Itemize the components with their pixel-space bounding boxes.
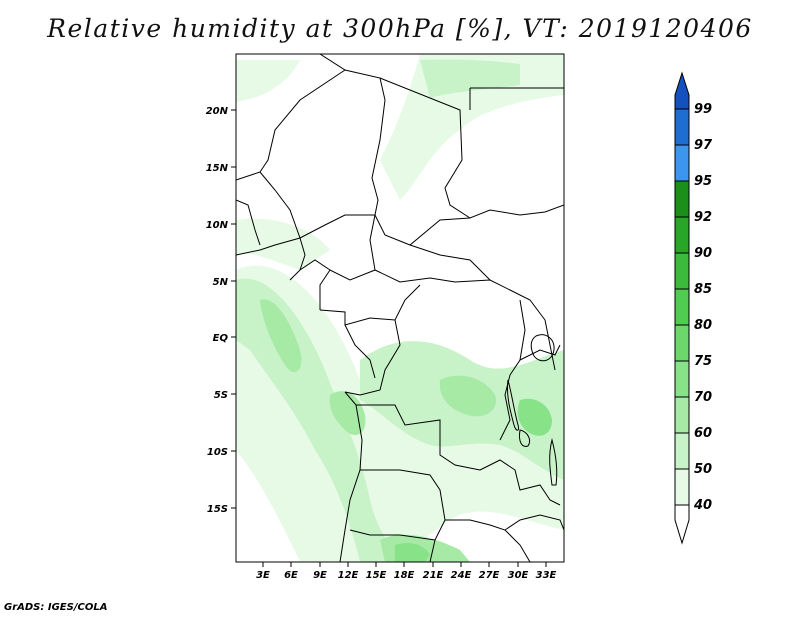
svg-text:EQ: EQ bbox=[213, 333, 229, 344]
colorbar-label: 97 bbox=[694, 138, 713, 153]
colorbar-label: 90 bbox=[694, 246, 712, 261]
lon-tick: 30E bbox=[508, 562, 529, 581]
humidity-field bbox=[236, 54, 564, 562]
colorbar-segment bbox=[674, 108, 690, 146]
colorbar-label: 75 bbox=[694, 354, 712, 369]
lat-axis: 20N 15N 10N 5N EQ 5S 10S 15S bbox=[206, 106, 236, 515]
colorbar-label: 70 bbox=[694, 390, 712, 405]
lat-tick: 5N bbox=[213, 277, 236, 288]
colorbar-label: 40 bbox=[693, 498, 712, 513]
colorbar-segment bbox=[674, 252, 690, 290]
lon-tick: 6E bbox=[284, 562, 298, 581]
svg-text:12E: 12E bbox=[338, 570, 359, 581]
svg-text:30E: 30E bbox=[508, 570, 529, 581]
lon-tick: 9E bbox=[313, 562, 327, 581]
colorbar-segment bbox=[674, 360, 690, 398]
lon-tick: 12E bbox=[338, 562, 359, 581]
map-frame bbox=[235, 53, 565, 563]
svg-text:33E: 33E bbox=[536, 570, 557, 581]
svg-text:15S: 15S bbox=[207, 504, 228, 515]
colorbar-label: 80 bbox=[694, 318, 712, 333]
svg-text:15E: 15E bbox=[366, 570, 387, 581]
lat-tick: 15N bbox=[206, 163, 236, 174]
colorbar-segment bbox=[674, 216, 690, 254]
svg-text:15N: 15N bbox=[206, 163, 229, 174]
lon-tick: 27E bbox=[479, 562, 500, 581]
lat-tick: EQ bbox=[213, 333, 236, 344]
svg-text:21E: 21E bbox=[423, 570, 444, 581]
colorbar-bottom-arrow bbox=[674, 504, 690, 545]
lat-tick: 10S bbox=[207, 447, 236, 458]
svg-text:18E: 18E bbox=[394, 570, 415, 581]
colorbar-segment bbox=[674, 288, 690, 326]
svg-text:27E: 27E bbox=[479, 570, 500, 581]
grads-credit: GrADS: IGES/COLA bbox=[4, 602, 108, 613]
colorbar-label: 85 bbox=[694, 282, 712, 297]
lon-tick: 24E bbox=[451, 562, 472, 581]
colorbar: 99 97 95 92 90 85 80 75 70 60 50 40 bbox=[674, 71, 713, 545]
colorbar-label: 50 bbox=[694, 462, 712, 477]
colorbar-top-arrow bbox=[674, 71, 690, 110]
lat-tick: 20N bbox=[206, 106, 236, 117]
svg-text:5N: 5N bbox=[213, 277, 229, 288]
svg-text:24E: 24E bbox=[451, 570, 472, 581]
colorbar-label: 99 bbox=[694, 102, 712, 117]
lon-tick: 21E bbox=[423, 562, 444, 581]
colorbar-segment bbox=[674, 396, 690, 434]
lon-tick: 33E bbox=[536, 562, 557, 581]
lat-tick: 15S bbox=[207, 504, 236, 515]
svg-text:5S: 5S bbox=[214, 390, 228, 401]
lat-tick: 10N bbox=[206, 220, 236, 231]
colorbar-segment bbox=[674, 180, 690, 218]
svg-text:3E: 3E bbox=[256, 570, 270, 581]
colorbar-label: 95 bbox=[694, 174, 712, 189]
lon-axis: 3E 6E 9E 12E 15E 18E 21E 24E 27E 30E 33E bbox=[256, 562, 557, 581]
colorbar-segment bbox=[674, 324, 690, 362]
svg-text:20N: 20N bbox=[206, 106, 229, 117]
svg-text:10S: 10S bbox=[207, 447, 228, 458]
colorbar-label: 60 bbox=[694, 426, 712, 441]
svg-text:10N: 10N bbox=[206, 220, 229, 231]
lat-tick: 5S bbox=[214, 390, 236, 401]
colorbar-segment bbox=[674, 468, 690, 506]
svg-text:9E: 9E bbox=[313, 570, 327, 581]
colorbar-segment bbox=[674, 432, 690, 470]
colorbar-segment bbox=[674, 144, 690, 182]
svg-text:6E: 6E bbox=[284, 570, 298, 581]
country-borders bbox=[236, 54, 564, 562]
map-title: Relative humidity at 300hPa [%], VT: 201… bbox=[47, 14, 753, 43]
lon-tick: 18E bbox=[394, 562, 415, 581]
colorbar-label: 92 bbox=[694, 210, 712, 225]
lakes bbox=[507, 334, 558, 486]
lon-tick: 15E bbox=[366, 562, 387, 581]
lon-tick: 3E bbox=[256, 562, 270, 581]
